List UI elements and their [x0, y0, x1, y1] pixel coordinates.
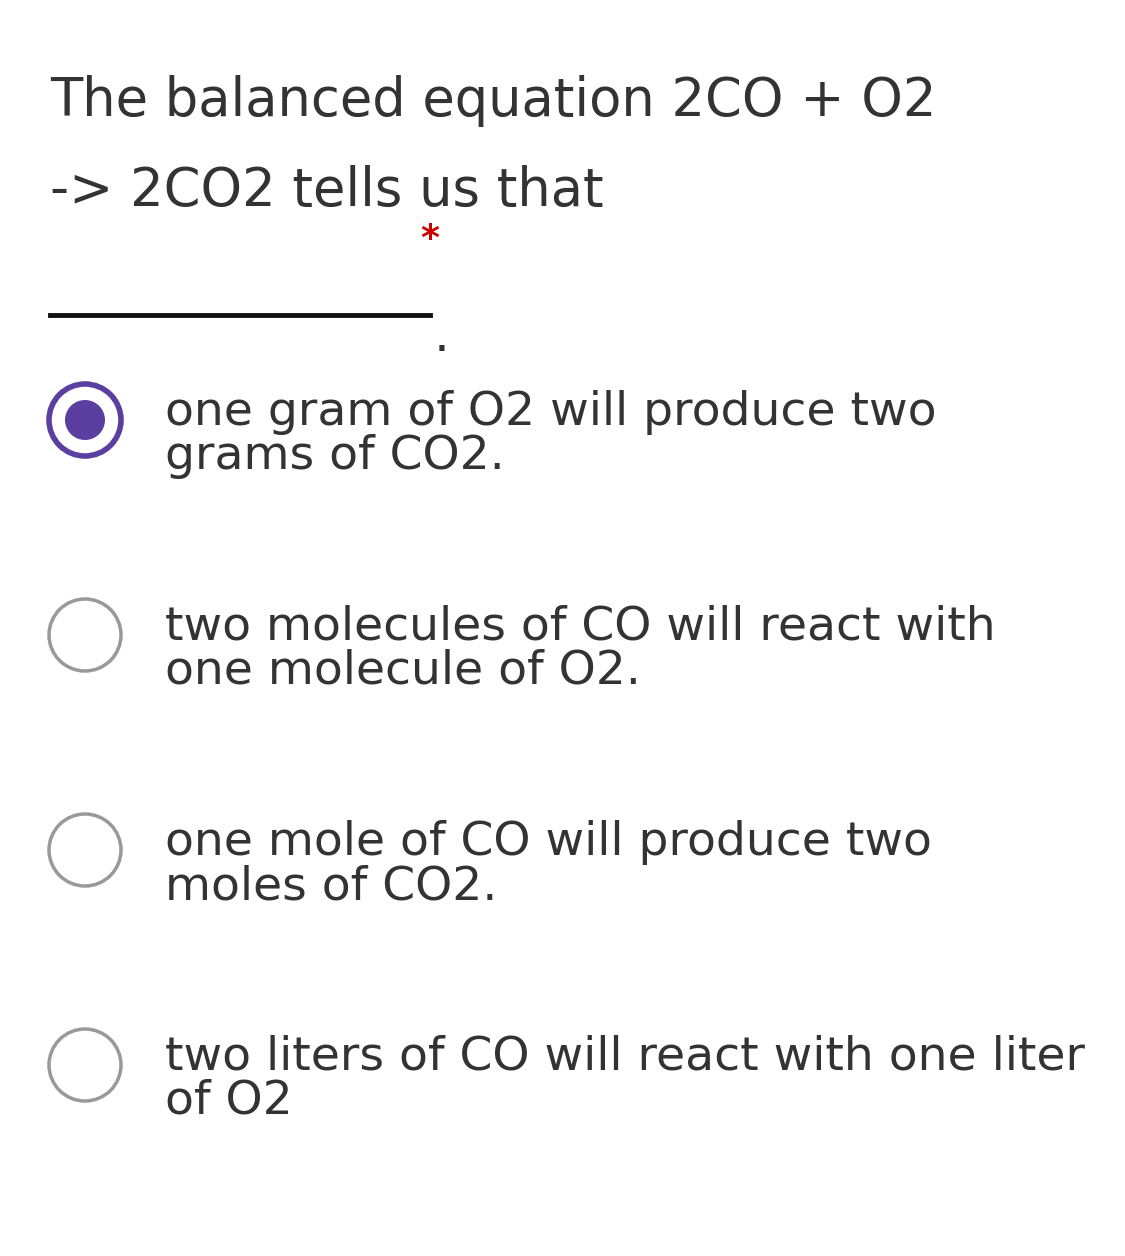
- Text: The balanced equation 2CO + O2: The balanced equation 2CO + O2: [50, 75, 936, 127]
- Text: one gram of O2 will produce two: one gram of O2 will produce two: [165, 391, 936, 435]
- Text: .: .: [434, 313, 450, 360]
- Text: two liters of CO will react with one liter: two liters of CO will react with one lit…: [165, 1035, 1084, 1080]
- Text: moles of CO2.: moles of CO2.: [165, 864, 497, 909]
- Text: *: *: [421, 222, 440, 256]
- Circle shape: [65, 399, 105, 440]
- Text: one mole of CO will produce two: one mole of CO will produce two: [165, 820, 931, 865]
- Text: of O2: of O2: [165, 1079, 292, 1124]
- Text: -> 2CO2 tells us that: -> 2CO2 tells us that: [50, 165, 604, 217]
- Text: two molecules of CO will react with: two molecules of CO will react with: [165, 605, 996, 651]
- Text: one molecule of O2.: one molecule of O2.: [165, 649, 641, 695]
- Text: grams of CO2.: grams of CO2.: [165, 435, 505, 479]
